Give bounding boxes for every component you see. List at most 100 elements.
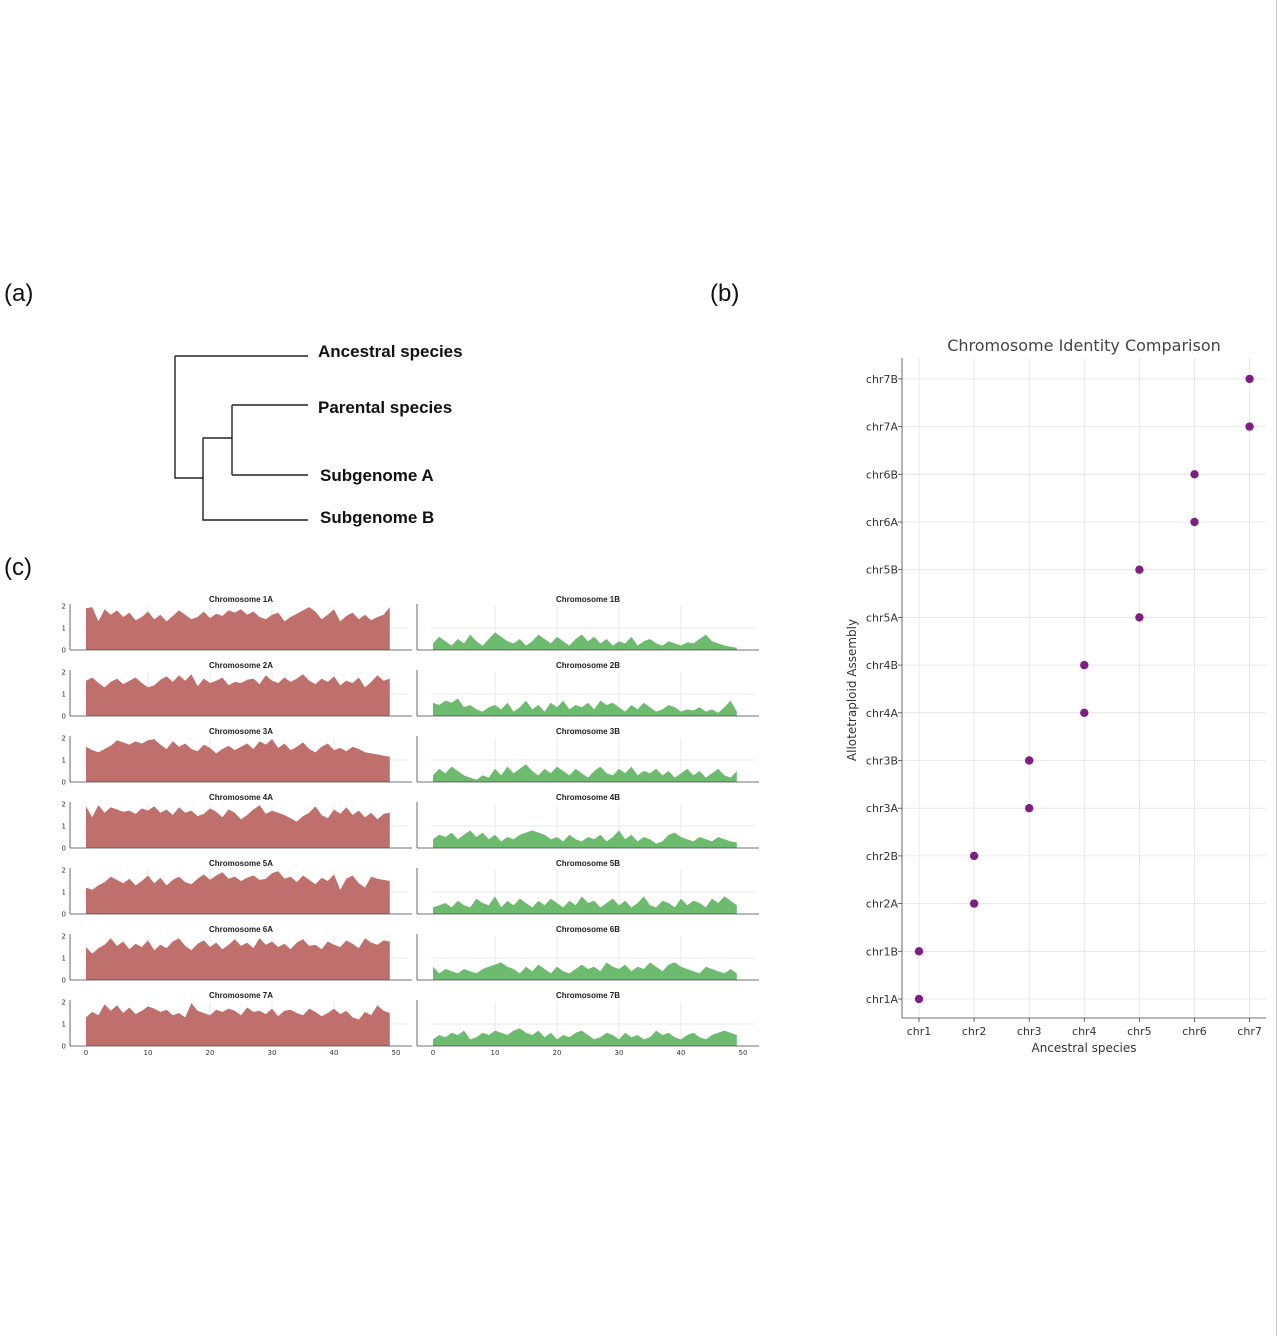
dot-y-tick-label: chr4A <box>866 707 899 720</box>
panel-label-c: (c) <box>4 554 32 581</box>
x-tick-label: 0 <box>84 1049 88 1057</box>
area-series <box>433 698 737 716</box>
x-tick-label: 50 <box>392 1049 401 1057</box>
area-subplot-chromosome-5a: Chromosome 5A 0 1 2 <box>62 859 412 919</box>
dot-point-chr1A <box>914 994 924 1004</box>
tree-inner-stem <box>203 405 233 475</box>
tree-root-stem <box>174 356 203 479</box>
dot-x-tick-label: chr2 <box>962 1025 987 1038</box>
dot-y-tick-label: chr7B <box>866 373 898 386</box>
dot-point-chr6B <box>1190 470 1199 479</box>
tree-label-parental: Parental species <box>318 398 452 417</box>
area-series <box>86 674 390 716</box>
dot-point-chr7A <box>1245 422 1254 431</box>
subplot-y-tick: 0 <box>62 779 66 787</box>
subplot-y-tick: 1 <box>62 625 66 633</box>
dot-point-chr5B <box>1135 565 1144 574</box>
dot-y-tick-label: chr2B <box>866 850 898 863</box>
subplot-title: Chromosome 7B <box>556 991 620 1000</box>
subplot-y-tick: 2 <box>62 735 66 743</box>
dot-x-tick-label: chr4 <box>1072 1025 1097 1038</box>
chromosome-identity-dot-plot: Chromosome Identity Comparison chr1 chr2 ch… <box>845 336 1266 1055</box>
subplot-y-tick: 2 <box>62 999 66 1007</box>
area-series <box>433 764 737 782</box>
subplot-title: Chromosome 3B <box>556 727 620 736</box>
tree-label-ancestral: Ancestral species <box>318 342 463 361</box>
area-series <box>86 938 390 980</box>
area-series <box>86 805 390 848</box>
subplot-title: Chromosome 5B <box>556 859 620 868</box>
subplot-y-tick: 0 <box>62 977 66 985</box>
subplot-title: Chromosome 5A <box>209 859 273 868</box>
x-tick-label: 20 <box>206 1049 215 1057</box>
dot-point-chr2A <box>969 899 979 908</box>
dot-y-tick-label: chr1A <box>866 993 899 1006</box>
dot-y-tick-label: chr6B <box>866 468 898 481</box>
subplot-y-tick: 0 <box>62 845 66 853</box>
dot-x-axis-label: Ancestral species <box>1031 1041 1136 1055</box>
subplot-y-tick: 0 <box>62 647 66 655</box>
area-subplot-chromosome-2a: Chromosome 2A 0 1 2 <box>62 661 412 721</box>
subplot-y-tick: 1 <box>62 691 66 699</box>
subplot-y-tick: 1 <box>62 823 66 831</box>
subplot-y-tick: 2 <box>62 933 66 941</box>
tree-label-subgenome-a: Subgenome A <box>320 466 434 485</box>
subplot-y-tick: 0 <box>62 713 66 721</box>
subplot-y-tick: 1 <box>62 889 66 897</box>
phylogenetic-tree: Ancestral species Parental species Subge… <box>174 342 463 527</box>
subplot-y-tick: 0 <box>62 911 66 919</box>
x-tick-label: 10 <box>491 1049 500 1057</box>
area-subplot-chromosome-5b: Chromosome 5B <box>416 859 759 915</box>
area-series <box>433 830 737 848</box>
subplot-y-tick: 0 <box>62 1043 66 1051</box>
x-tick-label: 0 <box>431 1049 435 1057</box>
dot-x-tick-label: chr6 <box>1182 1025 1207 1038</box>
x-tick-label: 10 <box>144 1049 153 1057</box>
area-subplot-chromosome-1a: Chromosome 1A 0 1 2 <box>62 595 412 655</box>
dot-y-tick-label: chr4B <box>866 659 898 672</box>
dot-plot-title: Chromosome Identity Comparison <box>947 336 1221 355</box>
area-subplot-chromosome-6b: Chromosome 6B <box>416 925 759 981</box>
area-series <box>86 1003 390 1046</box>
subplot-title: Chromosome 7A <box>209 991 273 1000</box>
dot-point-chr6A <box>1190 517 1199 527</box>
dot-y-tick-label: chr5B <box>866 564 898 577</box>
dot-y-tick-label: chr1B <box>866 945 898 958</box>
area-subplot-chromosome-1b: Chromosome 1B <box>416 595 759 651</box>
x-tick-label: 50 <box>739 1049 748 1057</box>
area-subplot-chromosome-6a: Chromosome 6A 0 1 2 <box>62 925 412 985</box>
subplot-title: Chromosome 4B <box>556 793 620 802</box>
subplot-title: Chromosome 2B <box>556 661 620 670</box>
subplot-title: Chromosome 6A <box>209 925 273 934</box>
x-tick-label: 20 <box>553 1049 562 1057</box>
area-series <box>433 896 737 914</box>
subplot-title: Chromosome 1B <box>556 595 620 604</box>
subplot-y-tick: 1 <box>62 1021 66 1029</box>
tree-clade-stem <box>202 438 308 521</box>
dot-y-axis-label: Allotetraploid Assembly <box>845 619 859 761</box>
area-series <box>86 871 390 914</box>
dot-point-chr4A <box>1080 708 1089 717</box>
x-tick-label: 30 <box>615 1049 624 1057</box>
area-subplot-chromosome-7a: Chromosome 7A 0 1 2 <box>62 991 412 1051</box>
subplot-title: Chromosome 3A <box>209 727 273 736</box>
area-series <box>433 1028 737 1046</box>
subplot-y-tick: 2 <box>62 669 66 677</box>
area-series <box>433 632 737 650</box>
area-subplot-chromosome-3a: Chromosome 3A 0 1 2 <box>62 727 412 787</box>
panel-label-a: (a) <box>4 280 34 307</box>
subplot-y-tick: 2 <box>62 801 66 809</box>
subplot-y-tick: 2 <box>62 603 66 611</box>
dot-point-chr4B <box>1080 660 1089 670</box>
dot-point-chr3A <box>1025 804 1034 813</box>
dot-y-tick-label: chr6A <box>866 516 899 529</box>
dot-point-chr2B <box>969 851 979 861</box>
subplot-title: Chromosome 2A <box>209 661 273 670</box>
dot-point-chr7B <box>1245 374 1254 384</box>
x-tick-label: 30 <box>268 1049 277 1057</box>
area-series <box>86 607 390 650</box>
page-edge <box>1276 0 1277 1336</box>
panel-label-b: (b) <box>710 280 740 307</box>
dot-point-chr3B <box>1025 756 1034 765</box>
dot-y-tick-label: chr3B <box>866 755 898 768</box>
